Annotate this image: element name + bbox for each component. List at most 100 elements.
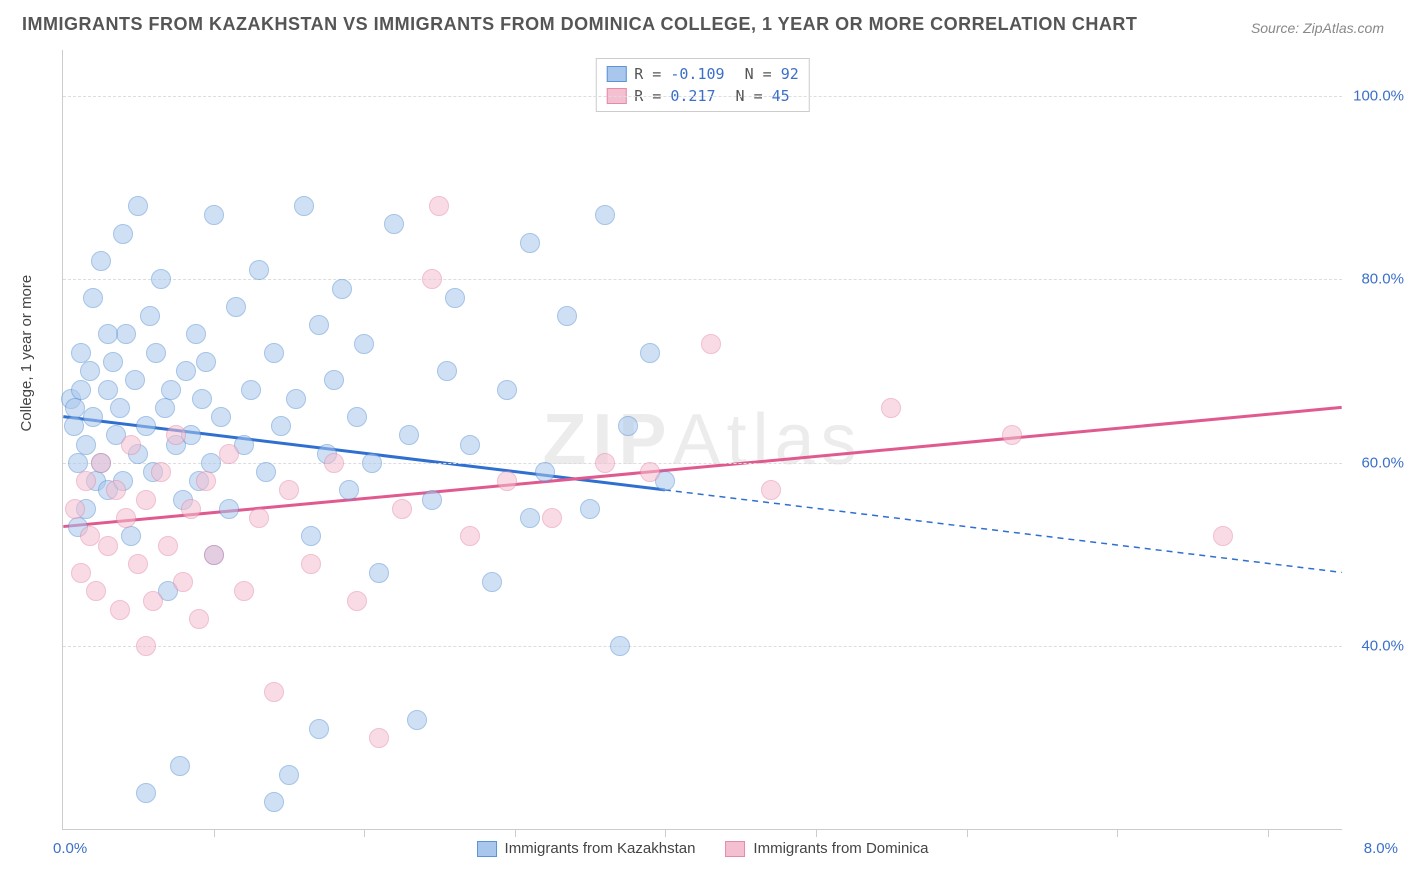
scatter-point — [369, 728, 389, 748]
scatter-point — [192, 389, 212, 409]
scatter-point — [189, 609, 209, 629]
scatter-point — [241, 380, 261, 400]
scatter-point — [158, 536, 178, 556]
scatter-point — [71, 380, 91, 400]
scatter-point — [161, 380, 181, 400]
scatter-point — [80, 361, 100, 381]
scatter-point — [407, 710, 427, 730]
legend-r-stat: R = -0.109 — [634, 65, 724, 83]
scatter-point — [542, 508, 562, 528]
scatter-point — [271, 416, 291, 436]
scatter-point — [91, 251, 111, 271]
legend-series-label: Immigrants from Kazakhstan — [505, 840, 696, 857]
scatter-point — [136, 416, 156, 436]
scatter-point — [761, 480, 781, 500]
scatter-point — [201, 453, 221, 473]
scatter-point — [1213, 526, 1233, 546]
x-axis-tick — [967, 829, 968, 837]
scatter-point — [204, 205, 224, 225]
scatter-point — [279, 765, 299, 785]
legend-series-item: Immigrants from Kazakhstan — [477, 840, 696, 857]
y-axis-tick-label: 40.0% — [1348, 638, 1404, 655]
y-axis-tick-label: 100.0% — [1348, 87, 1404, 104]
scatter-point — [140, 306, 160, 326]
scatter-point — [460, 526, 480, 546]
y-axis-tick-label: 80.0% — [1348, 271, 1404, 288]
scatter-point — [557, 306, 577, 326]
x-axis-tick — [214, 829, 215, 837]
scatter-point — [520, 233, 540, 253]
scatter-point — [65, 398, 85, 418]
scatter-point — [279, 480, 299, 500]
scatter-point — [121, 526, 141, 546]
scatter-point — [143, 591, 163, 611]
scatter-point — [354, 334, 374, 354]
gridline-horizontal — [63, 463, 1342, 464]
scatter-point — [166, 425, 186, 445]
scatter-point — [301, 554, 321, 574]
scatter-point — [399, 425, 419, 445]
scatter-point — [76, 471, 96, 491]
scatter-point — [422, 269, 442, 289]
scatter-point — [71, 343, 91, 363]
scatter-point — [146, 343, 166, 363]
scatter-point — [392, 499, 412, 519]
x-axis-tick — [364, 829, 365, 837]
scatter-point — [136, 490, 156, 510]
legend-series-item: Immigrants from Dominica — [725, 840, 928, 857]
legend-swatch — [606, 66, 626, 82]
scatter-point — [497, 471, 517, 491]
x-axis-tick — [1117, 829, 1118, 837]
scatter-point — [339, 480, 359, 500]
scatter-point — [640, 343, 660, 363]
scatter-point — [437, 361, 457, 381]
scatter-point — [384, 214, 404, 234]
source-attribution: Source: ZipAtlas.com — [1251, 20, 1384, 36]
scatter-point — [204, 545, 224, 565]
scatter-point — [151, 462, 171, 482]
scatter-point — [219, 444, 239, 464]
scatter-point — [80, 526, 100, 546]
scatter-point — [136, 636, 156, 656]
scatter-point — [83, 407, 103, 427]
scatter-point — [595, 205, 615, 225]
scatter-point — [121, 435, 141, 455]
y-axis-tick-label: 60.0% — [1348, 454, 1404, 471]
scatter-point — [181, 499, 201, 519]
scatter-point — [595, 453, 615, 473]
scatter-point — [309, 719, 329, 739]
scatter-point — [211, 407, 231, 427]
scatter-point — [173, 572, 193, 592]
legend-swatch — [477, 841, 497, 857]
scatter-point — [497, 380, 517, 400]
x-axis-tick — [1268, 829, 1269, 837]
x-axis-max-label: 8.0% — [1364, 840, 1398, 857]
scatter-point — [362, 453, 382, 473]
scatter-point — [71, 563, 91, 583]
scatter-point — [309, 315, 329, 335]
scatter-point — [324, 453, 344, 473]
scatter-point — [65, 499, 85, 519]
scatter-point — [460, 435, 480, 455]
legend-series-label: Immigrants from Dominica — [753, 840, 928, 857]
legend-stats-box: R = -0.109N = 92R = 0.217N = 45 — [595, 58, 810, 112]
scatter-point — [219, 499, 239, 519]
x-axis-min-label: 0.0% — [53, 840, 87, 857]
scatter-point — [294, 196, 314, 216]
scatter-point — [128, 554, 148, 574]
scatter-point — [610, 636, 630, 656]
scatter-point — [64, 416, 84, 436]
scatter-point — [301, 526, 321, 546]
scatter-point — [196, 352, 216, 372]
scatter-point — [125, 370, 145, 390]
scatter-point — [286, 389, 306, 409]
scatter-point — [151, 269, 171, 289]
scatter-point — [445, 288, 465, 308]
scatter-point — [116, 508, 136, 528]
chart-title: IMMIGRANTS FROM KAZAKHSTAN VS IMMIGRANTS… — [22, 14, 1137, 35]
legend-n-stat: N = 92 — [745, 65, 799, 83]
scatter-point — [91, 453, 111, 473]
scatter-point — [226, 297, 246, 317]
scatter-point — [76, 435, 96, 455]
gridline-horizontal — [63, 96, 1342, 97]
